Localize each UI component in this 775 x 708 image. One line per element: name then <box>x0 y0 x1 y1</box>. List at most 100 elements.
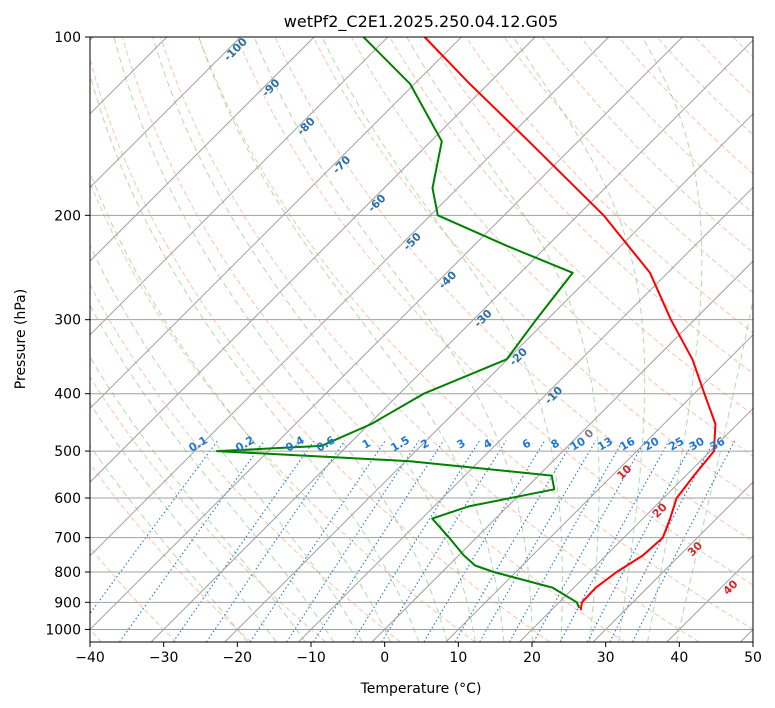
moist-adiabat-line <box>90 72 420 642</box>
moist-adiabat-label: -80 <box>295 115 318 138</box>
mixing-ratio-line <box>172 440 315 642</box>
moist-adiabat-line <box>321 37 563 642</box>
x-axis-label: Temperature (°C) <box>360 681 482 697</box>
moist-adiabat-line <box>198 37 505 642</box>
mixing-ratio-line <box>479 440 597 642</box>
mixing-ratio-label: 1 <box>360 437 373 452</box>
dry-adiabat-line <box>312 37 753 499</box>
y-tick-label: 200 <box>54 208 81 224</box>
plot-frame <box>89 36 754 643</box>
moist-adiabat-label: -90 <box>259 76 282 99</box>
dry-adiabat-line <box>90 181 476 642</box>
dewpoint-profile-line <box>215 37 581 609</box>
mixing-ratio-label: 4 <box>481 436 494 451</box>
isotherm-line <box>90 37 315 262</box>
y-tick-label: 100 <box>54 30 81 46</box>
dry-adiabat-line <box>236 37 753 586</box>
mixing-ratio-line <box>454 440 574 642</box>
x-tick-label: −10 <box>296 650 326 666</box>
mixing-ratio-line <box>249 440 386 642</box>
moist-adiabat-label: -50 <box>401 230 424 253</box>
moist-adiabat-label: 40 <box>721 577 741 597</box>
isotherm-line <box>445 334 753 642</box>
mixing-ratio-label: 8 <box>549 437 562 452</box>
moist-adiabat-line <box>90 356 306 642</box>
x-tick-label: 0 <box>380 650 389 666</box>
x-tick-label: 20 <box>523 650 541 666</box>
y-tick-label: 700 <box>54 531 81 547</box>
moist-adiabat-label: -30 <box>471 307 494 330</box>
mixing-ratio-line <box>381 440 507 642</box>
moist-adiabat-line <box>253 37 533 642</box>
dry-adiabat-line <box>503 37 753 294</box>
isotherm-line <box>90 37 241 189</box>
moist-adiabat-label: 20 <box>650 500 670 520</box>
y-axis-label: Pressure (hPa) <box>13 289 29 389</box>
dry-adiabat-line <box>427 37 753 374</box>
mixing-ratio-line <box>205 440 346 642</box>
moist-adiabat-line <box>90 171 391 642</box>
dry-adiabat-line <box>772 37 775 642</box>
chart-title: wetPf2_C2E1.2025.250.04.12.G05 <box>284 12 558 32</box>
moist-adiabat-line <box>641 37 703 642</box>
moist-adiabat-label: -60 <box>365 191 388 214</box>
moist-adiabat-label: -20 <box>507 345 530 368</box>
moist-adiabat-label: 0 <box>582 426 597 441</box>
moist-adiabat-label: 10 <box>614 462 634 482</box>
moist-adiabat-line <box>676 296 753 642</box>
moist-adiabat-label: -70 <box>330 153 353 176</box>
moist-adiabat-line <box>113 37 448 642</box>
x-tick-label: −40 <box>75 650 105 666</box>
dry-adiabat-line <box>198 37 753 630</box>
mixing-ratio-line <box>533 440 646 642</box>
mixing-ratio-line <box>286 440 420 642</box>
moist-adiabat-line <box>90 402 277 642</box>
x-tick-label: 10 <box>449 650 467 666</box>
moist-adiabat-label: -40 <box>436 268 459 291</box>
dry-adiabat-line <box>351 37 753 457</box>
mixing-ratio-line <box>119 440 265 642</box>
dry-adiabat-line <box>542 37 753 254</box>
dry-adiabat-line <box>160 37 700 642</box>
moist-adiabat-label: -100 <box>221 35 250 64</box>
y-tick-label: 600 <box>54 491 81 507</box>
dry-adiabat-line <box>90 57 550 642</box>
isotherm-line <box>90 37 683 631</box>
isotherm-line <box>90 37 536 483</box>
isotherm-line <box>90 37 610 557</box>
mixing-ratio-line <box>352 440 481 642</box>
mixing-ratio-line <box>509 440 624 642</box>
dry-adiabat-line <box>389 37 753 416</box>
dry-adiabat-line <box>121 37 625 642</box>
y-tick-label: 900 <box>54 595 81 611</box>
mixing-ratio-label: 6 <box>520 436 533 451</box>
plot-area: 0.1 0.2 0.4 0.6 1 1.5 2 3 4 6 8 10 13 16 20 25 30 36-100-… <box>89 35 775 643</box>
y-tick-label: 300 <box>54 313 81 329</box>
mixing-ratio-line <box>423 440 546 642</box>
moist-adiabat-line <box>512 37 646 642</box>
x-tick-label: 50 <box>744 650 762 666</box>
x-tick-label: 30 <box>597 650 615 666</box>
x-tick-label: 40 <box>670 650 688 666</box>
axis-ticks: −40 −30 −20 −10 0 10 20 30 40 5010020030040050060… <box>45 30 762 666</box>
moist-adiabat-label: 30 <box>685 539 705 559</box>
moist-adiabat-line <box>90 244 363 642</box>
temperature-profile-line <box>423 37 717 611</box>
y-tick-label: 1000 <box>45 622 81 638</box>
dry-adiabat-line <box>90 546 177 642</box>
mixing-ratio-line <box>313 440 445 642</box>
isotherm-line <box>371 260 753 642</box>
y-tick-label: 500 <box>54 444 81 460</box>
mixing-ratio-line <box>632 440 736 642</box>
mixing-ratio-line <box>90 440 219 615</box>
mixing-ratio-line <box>559 440 670 642</box>
isotherm-line <box>224 113 753 642</box>
isotherm-line <box>150 39 753 642</box>
dry-adiabat-line <box>465 37 753 334</box>
isotherm-line <box>90 37 389 336</box>
x-tick-label: −30 <box>149 650 179 666</box>
moist-adiabat-line <box>152 37 476 642</box>
dry-adiabat-line <box>90 283 401 642</box>
